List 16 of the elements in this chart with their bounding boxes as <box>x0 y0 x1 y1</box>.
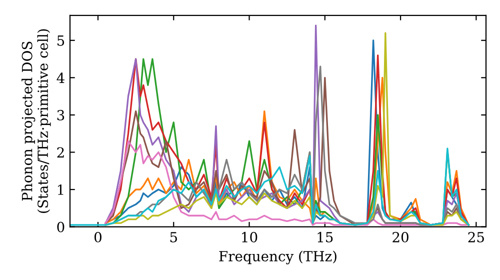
x-axis-title: Frequency (THz) <box>219 250 336 264</box>
line-series <box>104 140 470 226</box>
x-tick-label: 20 <box>392 232 408 242</box>
x-tick-label: 0 <box>94 232 102 242</box>
y-axis-title: Phonon projected DOS (States/THz·primitive cell) <box>22 29 51 213</box>
y-tick-label: 3 <box>57 110 64 120</box>
y-tick-label: 1 <box>58 184 64 195</box>
x-tick-label: 10 <box>242 232 258 242</box>
y-tick-label: 2 <box>57 147 64 158</box>
y-tick-label: 0 <box>57 222 64 232</box>
y-tick-label: 4 <box>56 72 64 83</box>
y-tick-label: 5 <box>57 36 64 46</box>
line-series <box>70 148 470 226</box>
x-tick-label: 5 <box>170 232 177 242</box>
x-tick-label: 25 <box>468 232 484 242</box>
x-tick-label: 15 <box>318 232 333 242</box>
